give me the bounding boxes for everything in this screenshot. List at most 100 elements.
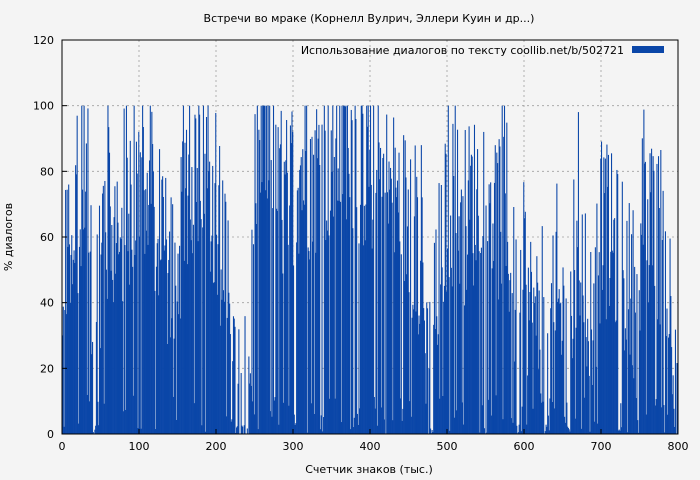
bar	[265, 190, 267, 434]
bar	[89, 251, 91, 434]
bar	[396, 180, 399, 434]
bar	[100, 254, 102, 434]
bar	[279, 144, 281, 434]
bar	[596, 203, 598, 434]
bar	[300, 157, 302, 435]
bar	[132, 266, 134, 434]
bar	[272, 208, 274, 434]
bar	[285, 160, 287, 434]
x-tick-label: 700	[591, 440, 612, 453]
bar	[164, 245, 166, 434]
bar	[565, 298, 567, 434]
bar	[68, 184, 70, 434]
bar	[526, 424, 528, 434]
bar	[606, 144, 608, 434]
bar	[373, 105, 375, 435]
bar	[324, 130, 326, 434]
bar	[447, 248, 449, 434]
bar	[380, 147, 382, 434]
bar	[210, 241, 212, 434]
bar	[71, 235, 73, 434]
bar	[131, 249, 133, 434]
bar	[161, 179, 163, 434]
bar	[531, 322, 533, 434]
bar	[627, 309, 630, 434]
bar	[619, 430, 621, 434]
bar	[192, 224, 194, 434]
bar	[610, 251, 612, 434]
bar	[155, 266, 158, 434]
bar	[597, 275, 599, 434]
bar	[567, 426, 569, 434]
bar	[320, 415, 322, 434]
bar	[187, 195, 189, 434]
bar	[411, 317, 413, 434]
bar	[364, 240, 366, 434]
bar	[103, 403, 105, 434]
bar	[139, 152, 141, 434]
bar	[312, 241, 314, 434]
bar	[638, 290, 640, 434]
bar	[327, 105, 329, 435]
bar	[137, 428, 139, 434]
bar	[232, 361, 234, 434]
bar	[258, 129, 260, 434]
bar	[587, 318, 589, 434]
bar	[72, 284, 74, 434]
bar	[502, 419, 504, 434]
x-tick-label: 100	[129, 440, 150, 453]
bar	[145, 189, 147, 434]
bar	[485, 205, 487, 434]
bar	[69, 302, 71, 434]
bar	[282, 402, 285, 434]
bar	[530, 241, 532, 434]
bar	[645, 414, 647, 434]
bar	[550, 308, 552, 434]
bar	[655, 399, 657, 434]
bar	[464, 130, 466, 435]
bar	[179, 245, 181, 434]
bar	[444, 143, 446, 434]
bar	[473, 285, 475, 434]
bar	[483, 131, 485, 434]
bar	[555, 231, 557, 434]
bar	[135, 240, 137, 434]
bar	[172, 396, 174, 434]
bar	[517, 432, 519, 434]
bar	[372, 219, 374, 434]
bar	[179, 318, 181, 434]
bar	[590, 329, 593, 434]
bar	[213, 282, 215, 434]
bar	[75, 174, 77, 435]
bar	[328, 235, 330, 434]
bar	[522, 289, 524, 434]
bar	[194, 114, 196, 434]
bar	[343, 105, 345, 435]
bar	[127, 251, 129, 434]
bar	[299, 165, 301, 434]
bar	[232, 316, 235, 434]
bar	[233, 318, 235, 434]
bar	[113, 217, 115, 434]
bar	[448, 277, 450, 434]
x-axis-ticks: 0 100 200 300 400 500 600 700 800	[59, 429, 689, 453]
bar	[456, 410, 458, 434]
bar	[166, 343, 168, 434]
bar	[142, 127, 144, 434]
bar	[657, 156, 660, 435]
bar	[398, 152, 400, 434]
bar	[266, 198, 268, 434]
bar	[643, 109, 645, 435]
bar	[536, 256, 538, 434]
bar	[540, 393, 542, 434]
bar	[649, 153, 651, 434]
bar	[421, 197, 423, 434]
bar	[78, 423, 80, 434]
bar	[590, 252, 592, 434]
bar	[117, 222, 119, 434]
bar	[648, 265, 650, 434]
bar	[627, 432, 629, 434]
bar	[313, 154, 315, 434]
bar	[62, 335, 64, 434]
bar	[487, 399, 489, 434]
